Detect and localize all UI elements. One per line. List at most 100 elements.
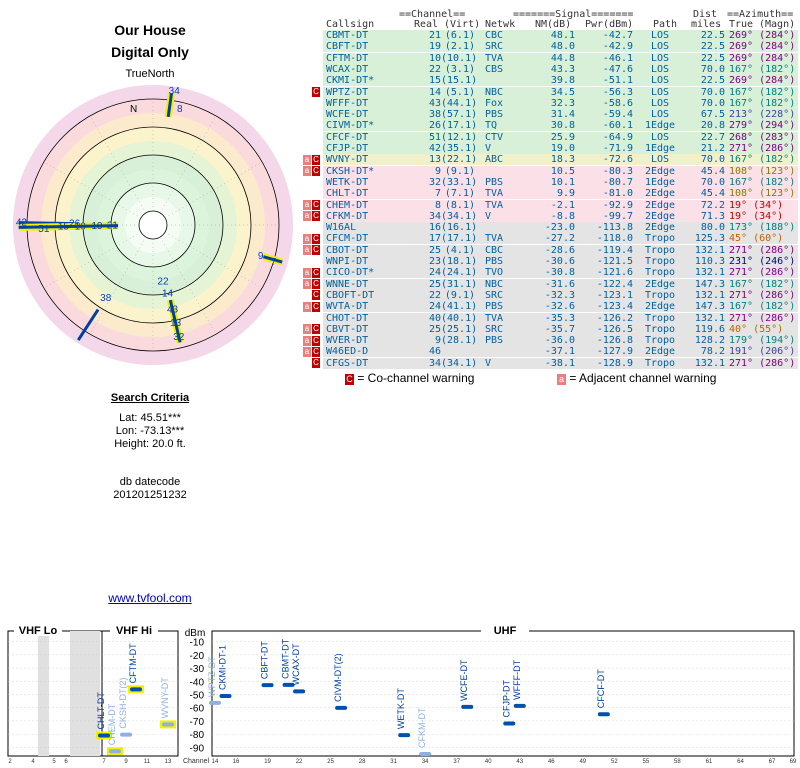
- table-row[interactable]: CFCF-DT 51 (12.1) CTV 25.9 -64.9 LOS 22.7 268° (2…: [323, 131, 798, 143]
- cell-pt: 1Edge: [644, 143, 676, 154]
- cell-cs: WVTA-DT: [326, 301, 369, 313]
- table-row[interactable]: CHLT-DT 7 (7.1) TVA 9.9 -81.0 2Edge 45.4 108° (12…: [323, 188, 798, 200]
- table-row[interactable]: CFJP-DT 42 (35.1) V 19.0 -71.9 1Edge 21.2 271° (2…: [323, 143, 798, 154]
- table-row[interactable]: CFCM-DT 17 (17.1) TVA -27.2 -118.0 Tropo 125.3 4…: [323, 233, 798, 245]
- cell-rl: 25: [428, 323, 441, 335]
- table-row[interactable]: CHEM-DT 8 (8.1) TVA -2.1 -92.9 2Edge 72.2 19° (34…: [323, 199, 798, 211]
- cell-pw: -92.9: [602, 199, 633, 211]
- cell-cs: CFKM-DT: [326, 210, 369, 222]
- cell-cs: CBVT-DT: [326, 323, 369, 335]
- cell-nw: V: [485, 210, 492, 222]
- legend-co-text: = Co-channel warning: [357, 371, 475, 385]
- channel-label: 7: [271, 257, 277, 268]
- cell-pw: -81.0: [602, 188, 633, 200]
- channel-label: 22: [157, 277, 169, 288]
- table-row[interactable]: WVTA-DT 24 (41.1) PBS -32.6 -123.4 2Edge 147.3 1…: [323, 301, 798, 313]
- cell-nw: TVA: [485, 312, 504, 324]
- table-row[interactable]: CBOFT-DT 22 (9.1) SRC -32.3 -123.1 Tropo 132.1 2…: [323, 289, 798, 301]
- cell-rl: 14: [428, 86, 441, 98]
- table-row[interactable]: WVNY-DT 13 (22.1) ABC 18.3 -72.6 LOS 70.0 167° (1…: [323, 154, 798, 166]
- adjacent-warning-icon: a: [303, 324, 311, 335]
- table-row[interactable]: W46ED-D 46 -37.1 -127.9 2Edge 78.2 191° (206°): [323, 346, 798, 358]
- y-tick-label: -40: [190, 677, 205, 688]
- table-row[interactable]: CIVM-DT* 26 (17.1) TQ 30.8 -60.1 1Edge 20.8 279°…: [323, 120, 798, 132]
- cell-nw: TQ: [485, 120, 498, 132]
- cell-rl: 42: [428, 143, 441, 154]
- cell-vt: (17.1): [441, 120, 478, 132]
- table-row[interactable]: CKMI-DT* 15 (15.1) 39.8 -51.1 LOS 22.5 269° (284…: [323, 75, 798, 87]
- cell-pt: 2Edge: [644, 210, 676, 222]
- cell-nw: PBS: [485, 301, 504, 313]
- cell-nm: 48.0: [550, 41, 575, 53]
- table-row[interactable]: WCFE-DT 38 (57.1) PBS 31.4 -59.4 LOS 67.5 213° (2…: [323, 109, 798, 121]
- table-row[interactable]: WNNE-DT 25 (31.1) NBC -31.6 -122.4 2Edge 147.3 1…: [323, 278, 798, 290]
- table-row[interactable]: CFTM-DT 10 (10.1) TVA 44.8 -46.1 LOS 22.5 269° (2…: [323, 52, 798, 64]
- table-row[interactable]: CFGS-DT 34 (34.1) V -38.1 -128.9 Tropo 132.1 271…: [323, 357, 798, 369]
- cell-az-magn: (284°): [759, 41, 796, 53]
- cell-az-true: 167°: [729, 97, 754, 109]
- fm-band: [70, 631, 100, 756]
- table-row[interactable]: CHOT-DT 40 (40.1) TVA -35.3 -126.2 Tropo 132.1 2…: [323, 312, 798, 324]
- cell-pt: 2Edge: [644, 188, 676, 200]
- cell-nm: -37.1: [544, 346, 575, 358]
- cell-nm: -38.1: [544, 357, 575, 369]
- x-tick-label: 40: [485, 759, 492, 765]
- series-label: WETK-DT: [396, 688, 406, 729]
- cell-pt: 2Edge: [644, 199, 676, 211]
- cell-vt: (5.1): [444, 86, 475, 98]
- azimuth-line: [165, 161, 263, 219]
- cell-nw: CTV: [485, 131, 504, 143]
- cell-nw: PBS: [485, 109, 504, 121]
- table-row[interactable]: CFKM-DT 34 (34.1) V -8.8 -99.7 2Edge 71.3 19° (34…: [323, 210, 798, 222]
- table-row[interactable]: WETK-DT 32 (33.1) PBS 10.1 -80.7 1Edge 70.0 167°…: [323, 176, 798, 188]
- co-channel-warning-icon: C: [312, 211, 320, 222]
- cell-azimuth: 19° (34°): [729, 211, 783, 222]
- table-row[interactable]: CBVT-DT 25 (25.1) SRC -35.7 -126.5 Tropo 119.6 4…: [323, 323, 798, 335]
- cell-ds: 80.0: [700, 222, 725, 234]
- channel-label: 51: [38, 224, 50, 235]
- table-row[interactable]: WPTZ-DT 14 (5.1) NBC 34.5 -56.3 LOS 70.0 167° (18…: [323, 86, 798, 98]
- table-row[interactable]: WFFF-DT 43 (44.1) Fox 32.3 -58.6 LOS 70.0 167° (1…: [323, 97, 798, 109]
- cell-azimuth: 167° (182°): [729, 301, 795, 312]
- cell-vt: (34.1): [441, 210, 478, 222]
- channel-label: 42: [16, 218, 28, 229]
- cell-vt: (16.1): [441, 222, 478, 234]
- table-row[interactable]: W16AL 16 (16.1) -23.0 -113.8 2Edge 80.0 173° (18…: [323, 222, 798, 234]
- series-label: CIVM-DT(2): [333, 653, 343, 702]
- cell-vt: (25.1): [441, 323, 478, 335]
- cell-ds: 119.6: [694, 323, 725, 335]
- table-row[interactable]: CICO-DT* 24 (24.1) TVO -30.8 -121.6 Tropo 132.1…: [323, 267, 798, 279]
- table-row[interactable]: CBOT-DT 25 (4.1) CBC -28.6 -119.4 Tropo 132.1 27…: [323, 244, 798, 256]
- cell-ds: 125.3: [694, 233, 725, 245]
- cell-azimuth: 167° (182°): [729, 154, 795, 165]
- tvfool-link[interactable]: www.tvfool.com: [108, 591, 192, 605]
- cell-azimuth: 269° (284°): [729, 41, 795, 52]
- cell-pw: -122.4: [596, 278, 633, 290]
- table-row[interactable]: CKSH-DT* 9 (9.1) 10.5 -80.3 2Edge 45.4 108° (123…: [323, 165, 798, 177]
- cell-azimuth: 269° (284°): [729, 53, 795, 64]
- cell-vt: (22.1): [441, 154, 478, 166]
- cell-az-magn: (182°): [759, 154, 796, 166]
- legend-co-channel: C = Co-channel warning: [345, 371, 474, 385]
- table-row[interactable]: WCAX-DT 22 (3.1) CBS 43.3 -47.6 LOS 70.0 167° (18…: [323, 63, 798, 75]
- table-row[interactable]: WNPI-DT 23 (18.1) PBS -30.6 -121.5 Tropo 110.3 2…: [323, 256, 798, 267]
- table-row[interactable]: CBFT-DT 19 (2.1) SRC 48.0 -42.9 LOS 22.5 269° (28…: [323, 41, 798, 53]
- cell-pt: LOS: [650, 63, 670, 75]
- station-bearing: [168, 299, 182, 343]
- cell-cs: CBOT-DT: [326, 244, 369, 256]
- header-signal: =======Signal=======: [513, 9, 634, 20]
- col-miles: miles: [691, 19, 722, 30]
- cell-rl: 25: [428, 278, 441, 290]
- cell-azimuth: 167° (182°): [729, 279, 795, 290]
- series-label: CHEM-DT: [107, 703, 117, 745]
- table-row[interactable]: CBMT-DT 21 (6.1) CBC 48.1 -42.7 LOS 22.5 269° (28…: [323, 30, 798, 41]
- cell-az-magn: (182°): [759, 97, 796, 109]
- cell-pw: -121.6: [596, 267, 633, 279]
- channel-label: 19: [91, 221, 103, 232]
- table-row[interactable]: WVER-DT 9 (28.1) PBS -36.0 -126.8 Tropo 128.2 17…: [323, 335, 798, 347]
- x-tick-label: 13: [165, 759, 172, 765]
- cell-nw: NBC: [485, 86, 504, 98]
- cell-az-true: 167°: [729, 176, 754, 188]
- cell-ds: 70.0: [700, 97, 725, 109]
- adjacent-warning-icon: a: [303, 233, 311, 244]
